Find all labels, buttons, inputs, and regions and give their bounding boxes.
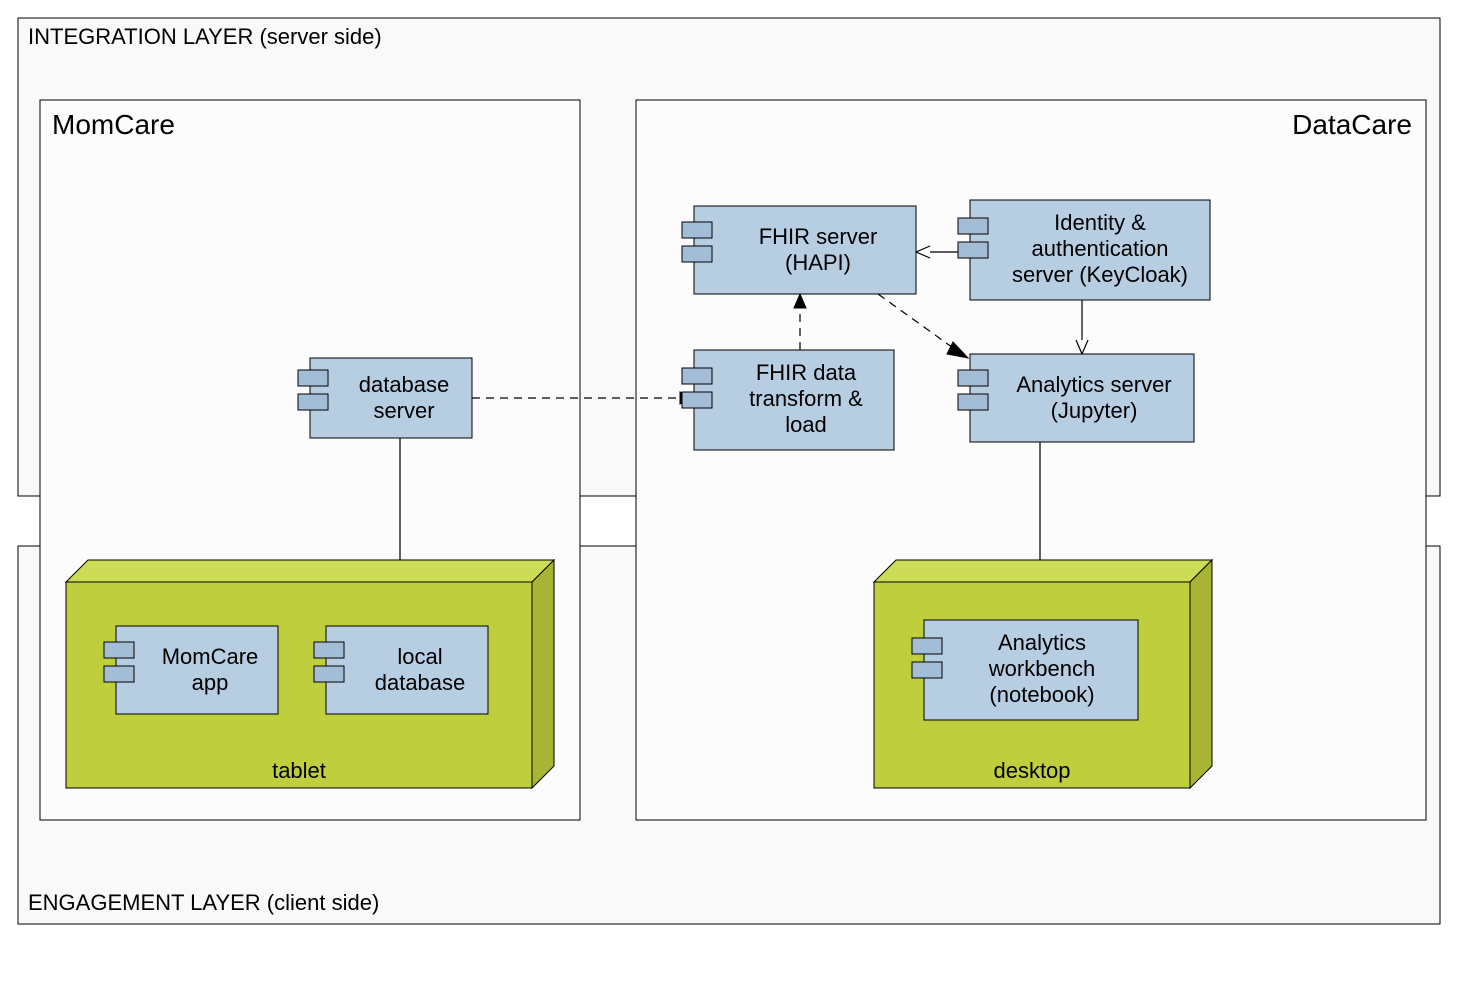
fhir-transform-label-1: FHIR data bbox=[756, 360, 857, 385]
tablet-side bbox=[532, 560, 554, 788]
database-server-component: databaseserver bbox=[298, 358, 472, 438]
local-database-component: localdatabase bbox=[314, 626, 488, 714]
analytics-workbench-label-1: Analytics bbox=[998, 630, 1086, 655]
database-server-label-2: server bbox=[373, 398, 434, 423]
identity-server-label-1: Identity & bbox=[1054, 210, 1146, 235]
integration-layer-title: INTEGRATION LAYER (server side) bbox=[28, 24, 382, 49]
identity-server-label-3: server (KeyCloak) bbox=[1012, 262, 1188, 287]
analytics-server-label-2: (Jupyter) bbox=[1051, 398, 1138, 423]
fhir-transform-component: FHIR datatransform &load bbox=[682, 350, 894, 450]
desktop-side bbox=[1190, 560, 1212, 788]
analytics-workbench-component: Analyticsworkbench(notebook) bbox=[912, 620, 1138, 720]
analytics-workbench-label-2: workbench bbox=[988, 656, 1095, 681]
fhir-transform-label-3: load bbox=[785, 412, 827, 437]
local-database-label-1: local bbox=[397, 644, 442, 669]
momcare-app-component: MomCareapp bbox=[104, 626, 278, 714]
identity-server-component: Identity &authenticationserver (KeyCloak… bbox=[958, 200, 1210, 300]
analytics-server-component: Analytics server(Jupyter) bbox=[958, 354, 1194, 442]
architecture-diagram: INTEGRATION LAYER (server side) ENGAGEME… bbox=[0, 0, 1458, 1002]
local-database-label-2: database bbox=[375, 670, 466, 695]
fhir-server-label-1: FHIR server bbox=[759, 224, 878, 249]
fhir-transform-label-2: transform & bbox=[749, 386, 863, 411]
momcare-app-label-1: MomCare bbox=[162, 644, 259, 669]
momcare-app-label-2: app bbox=[192, 670, 229, 695]
desktop-label: desktop bbox=[993, 758, 1070, 783]
analytics-workbench-label-3: (notebook) bbox=[989, 682, 1094, 707]
momcare-group-title: MomCare bbox=[52, 109, 175, 140]
analytics-server-label-1: Analytics server bbox=[1016, 372, 1171, 397]
svg-text:Analyticsworkbench(notebook): Analyticsworkbench(notebook) bbox=[988, 630, 1095, 707]
tablet-label: tablet bbox=[272, 758, 326, 783]
datacare-group-title: DataCare bbox=[1292, 109, 1412, 140]
desktop-top bbox=[874, 560, 1212, 582]
database-server-label-1: database bbox=[359, 372, 450, 397]
identity-server-label-2: authentication bbox=[1032, 236, 1169, 261]
fhir-server-component: FHIR server(HAPI) bbox=[682, 206, 916, 294]
engagement-layer-title: ENGAGEMENT LAYER (client side) bbox=[28, 890, 379, 915]
fhir-server-label-2: (HAPI) bbox=[785, 250, 851, 275]
tablet-top bbox=[66, 560, 554, 582]
